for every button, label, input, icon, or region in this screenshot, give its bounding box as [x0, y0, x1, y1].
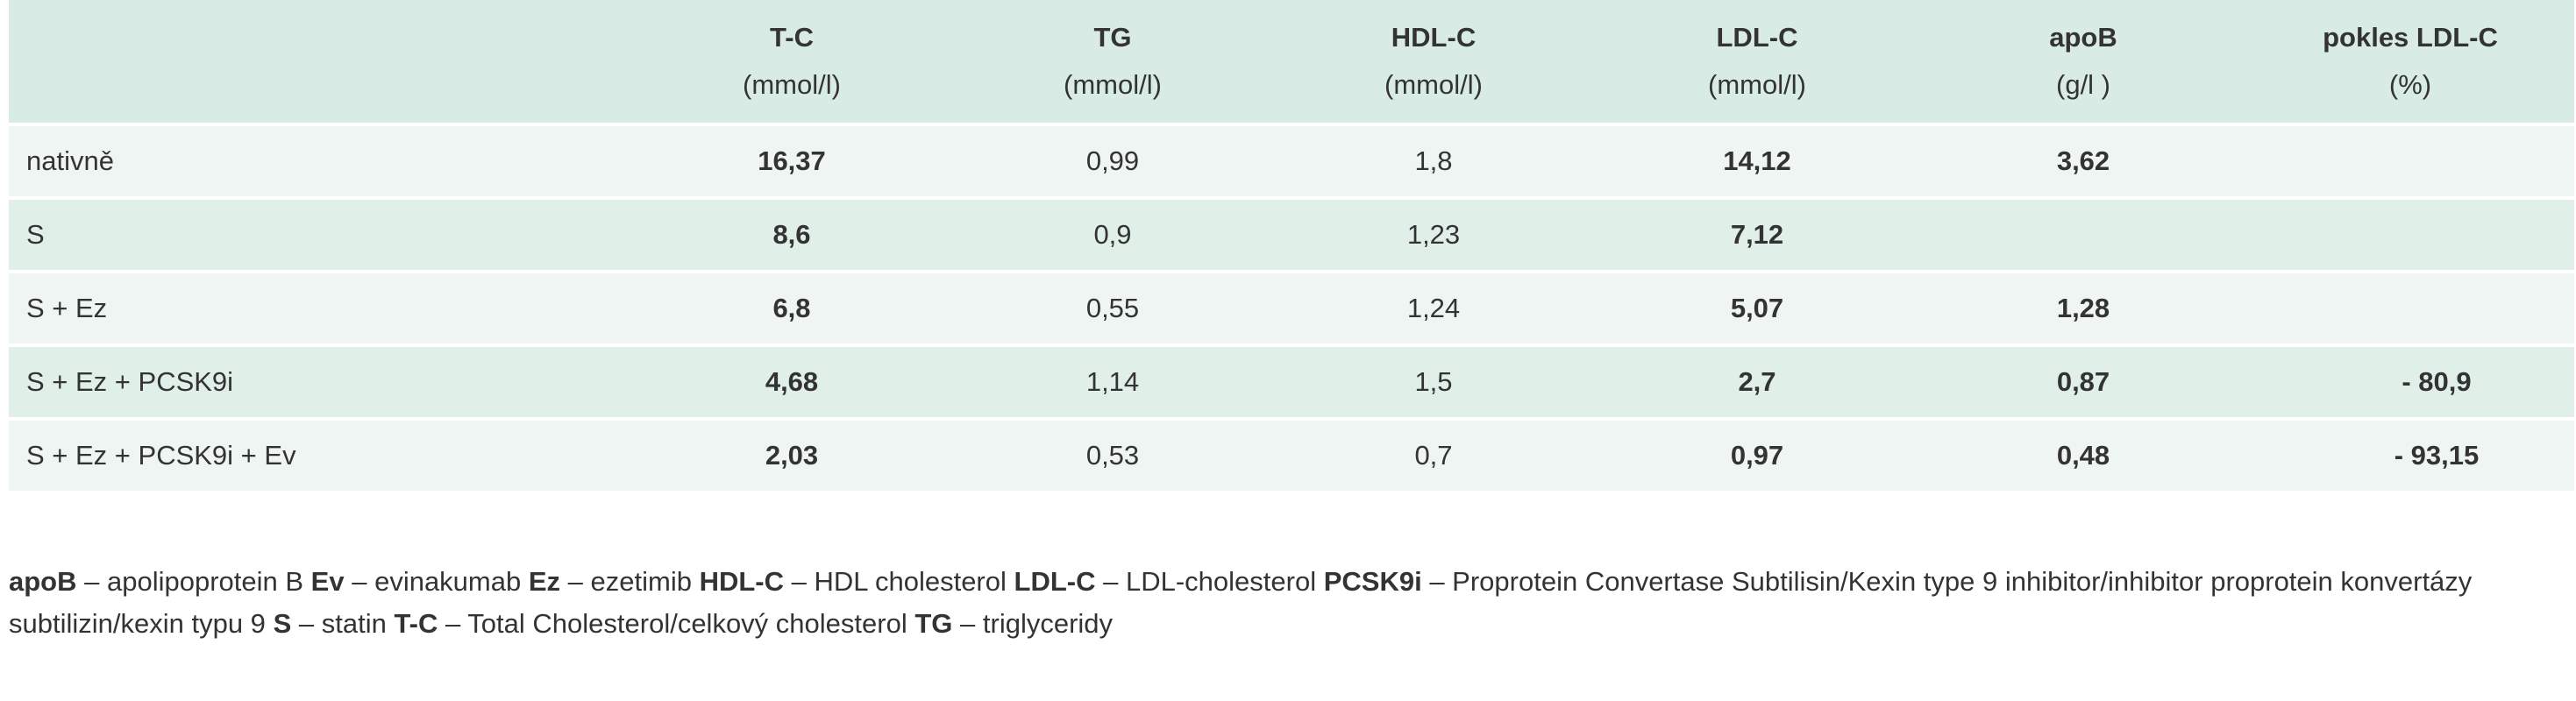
table-row: S 8,6 0,9 1,23 7,12: [9, 196, 2574, 272]
legend-abbr-ev: Ev: [310, 566, 345, 597]
table-row: S + Ez + PCSK9i 4,68 1,14 1,5 2,7 0,87 -…: [9, 343, 2574, 419]
header-stub: [9, 0, 631, 124]
cell-tg: 0,9: [952, 196, 1273, 272]
cell-hdl: 1,8: [1273, 123, 1594, 198]
header-apob-unit: (g/l ): [2056, 69, 2110, 100]
header-hdl: HDL-C (mmol/l): [1273, 0, 1594, 124]
cell-apob: 0,48: [1920, 417, 2246, 491]
cell-hdl: 1,23: [1273, 196, 1594, 272]
cell-ldl: 14,12: [1594, 123, 1920, 198]
table-header: T-C (mmol/l) TG (mmol/l) HDL-C (mmol/l) …: [9, 0, 2574, 124]
cell-tg: 0,53: [952, 417, 1273, 491]
legend-text-tg: – triglyceridy: [960, 608, 1114, 639]
cell-apob: 3,62: [1920, 123, 2246, 198]
header-hdl-unit: (mmol/l): [1384, 69, 1483, 100]
row-label: S: [9, 196, 631, 272]
header-ldl: LDL-C (mmol/l): [1594, 0, 1920, 124]
header-ldl-name: LDL-C: [1716, 22, 1798, 53]
row-label: S + Ez + PCSK9i: [9, 343, 631, 419]
row-label: nativně: [9, 123, 631, 198]
header-tg-unit: (mmol/l): [1064, 69, 1162, 100]
table-row: S + Ez + PCSK9i + Ev 2,03 0,53 0,7 0,97 …: [9, 417, 2574, 491]
cell-tg: 1,14: [952, 343, 1273, 419]
cell-tg: 0,55: [952, 270, 1273, 345]
legend-text-ldl: – LDL-cholesterol: [1103, 566, 1317, 597]
header-tg-name: TG: [1093, 22, 1132, 53]
header-tc: T-C (mmol/l): [631, 0, 952, 124]
cell-tg: 0,99: [952, 123, 1273, 198]
lipid-table-container: T-C (mmol/l) TG (mmol/l) HDL-C (mmol/l) …: [9, 0, 2574, 491]
table-body: nativně 16,37 0,99 1,8 14,12 3,62 S 8,6 …: [9, 123, 2574, 491]
legend-text-hdl: – HDL cholesterol: [791, 566, 1007, 597]
header-hdl-name: HDL-C: [1391, 22, 1477, 53]
cell-ldl: 7,12: [1594, 196, 1920, 272]
legend-abbr-hdl: HDL-C: [699, 566, 785, 597]
legend-abbr-ez: Ez: [528, 566, 561, 597]
cell-hdl: 1,24: [1273, 270, 1594, 345]
legend-text-ez: – ezetimib: [567, 566, 692, 597]
table-row: S + Ez 6,8 0,55 1,24 5,07 1,28: [9, 270, 2574, 345]
cell-apob: [1920, 196, 2246, 272]
cell-tc: 2,03: [631, 417, 952, 491]
cell-pokles: [2246, 270, 2574, 345]
cell-tc: 4,68: [631, 343, 952, 419]
cell-apob: 1,28: [1920, 270, 2246, 345]
legend-text-s: – statin: [298, 608, 387, 639]
legend-abbr-tg: TG: [914, 608, 953, 639]
cell-tc: 8,6: [631, 196, 952, 272]
cell-pokles: [2246, 123, 2574, 198]
cell-pokles: - 80,9: [2246, 343, 2574, 419]
cell-hdl: 0,7: [1273, 417, 1594, 491]
row-label: S + Ez + PCSK9i + Ev: [9, 417, 631, 491]
legend-text-pcsk9i: – Proprotein Convertase Subtilisin/Kexin…: [9, 566, 2473, 639]
header-pokles-unit: (%): [2388, 69, 2432, 100]
header-tc-unit: (mmol/l): [743, 69, 841, 100]
table-row: nativně 16,37 0,99 1,8 14,12 3,62: [9, 123, 2574, 198]
legend-abbr-pcsk9i: PCSK9i: [1323, 566, 1422, 597]
cell-ldl: 0,97: [1594, 417, 1920, 491]
legend-text-apob: – apolipoprotein B: [84, 566, 304, 597]
legend-abbr-ldl: LDL-C: [1014, 566, 1096, 597]
legend-text-ev: – evinakumab: [352, 566, 522, 597]
lipid-values-table: T-C (mmol/l) TG (mmol/l) HDL-C (mmol/l) …: [9, 0, 2574, 491]
cell-apob: 0,87: [1920, 343, 2246, 419]
header-pokles: pokles LDL-C (%): [2246, 0, 2574, 124]
legend-abbr-s: S: [273, 608, 292, 639]
cell-hdl: 1,5: [1273, 343, 1594, 419]
cell-tc: 16,37: [631, 123, 952, 198]
header-apob: apoB (g/l ): [1920, 0, 2246, 124]
cell-tc: 6,8: [631, 270, 952, 345]
header-tg: TG (mmol/l): [952, 0, 1273, 124]
cell-ldl: 5,07: [1594, 270, 1920, 345]
header-pokles-name: pokles LDL-C: [2323, 22, 2498, 53]
header-ldl-unit: (mmol/l): [1708, 69, 1806, 100]
abbreviations-legend: apoB – apolipoprotein B Ev – evinakumab …: [9, 561, 2551, 645]
cell-pokles: - 93,15: [2246, 417, 2574, 491]
legend-abbr-tc: T-C: [394, 608, 438, 639]
cell-pokles: [2246, 196, 2574, 272]
legend-text-tc: – Total Cholesterol/celkový cholesterol: [445, 608, 907, 639]
header-tc-name: T-C: [770, 22, 814, 53]
header-row: T-C (mmol/l) TG (mmol/l) HDL-C (mmol/l) …: [9, 0, 2574, 124]
cell-ldl: 2,7: [1594, 343, 1920, 419]
legend-abbr-apob: apoB: [9, 566, 77, 597]
row-label: S + Ez: [9, 270, 631, 345]
header-apob-name: apoB: [2049, 22, 2117, 53]
